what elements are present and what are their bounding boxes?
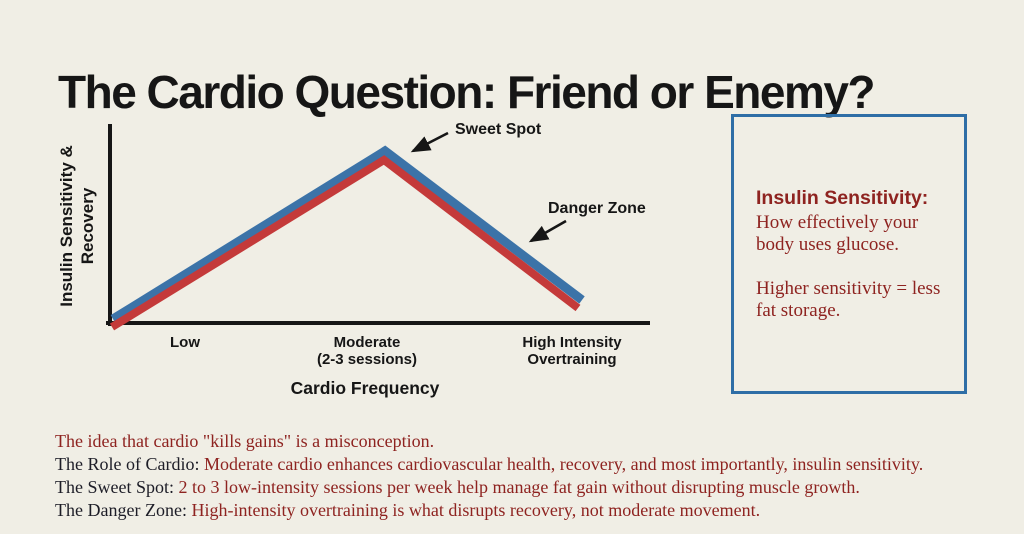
info-box-body-2: Higher sensitivity = less fat storage. (756, 278, 941, 321)
y-axis-label-line1: Insulin Sensitivity & (57, 145, 76, 307)
notes-block: The idea that cardio "kills gains" is a … (55, 430, 1005, 522)
note-text: The idea that cardio "kills gains" is a … (55, 431, 435, 451)
note-text: 2 to 3 low-intensity sessions per week h… (174, 477, 860, 497)
note-lead: The Sweet Spot: (55, 477, 174, 497)
note-text: High-intensity overtraining is what disr… (186, 500, 761, 520)
insulin-sensitivity-info-box: Insulin Sensitivity: How effectively you… (731, 114, 967, 394)
x-tick-moderate: Moderate (334, 334, 401, 351)
page-title: The Cardio Question: Friend or Enemy? (58, 65, 876, 118)
x-tick-high: High Intensity (522, 334, 622, 351)
curve-red (109, 155, 581, 331)
note-line-sweet-spot: The Sweet Spot: 2 to 3 low-intensity ses… (55, 476, 1005, 499)
danger-zone-arrow-icon (528, 219, 567, 243)
note-text: Moderate cardio enhances cardiovascular … (199, 454, 924, 474)
info-box-heading: Insulin Sensitivity: (756, 187, 929, 209)
info-box-body-1: How effectively your body uses glucose. (756, 212, 919, 255)
x-axis-title: Cardio Frequency (291, 378, 440, 398)
danger-zone-label: Danger Zone (548, 200, 646, 217)
y-axis-label-line2: Recovery (78, 187, 97, 264)
x-tick-high-sub: Overtraining (527, 351, 616, 368)
curve-blue (110, 145, 585, 323)
note-lead: The Role of Cardio: (55, 454, 200, 474)
note-line-danger-zone: The Danger Zone: High-intensity overtrai… (55, 499, 1005, 522)
note-line-misconception: The idea that cardio "kills gains" is a … (55, 430, 1005, 453)
sweet-spot-label: Sweet Spot (455, 121, 542, 138)
x-tick-moderate-sub: (2-3 sessions) (317, 351, 417, 368)
note-lead: The Danger Zone: (55, 500, 187, 520)
sweet-spot-arrow-icon (410, 131, 449, 153)
x-tick-low: Low (170, 334, 200, 351)
note-line-role-of-cardio: The Role of Cardio: Moderate cardio enha… (55, 453, 1005, 476)
